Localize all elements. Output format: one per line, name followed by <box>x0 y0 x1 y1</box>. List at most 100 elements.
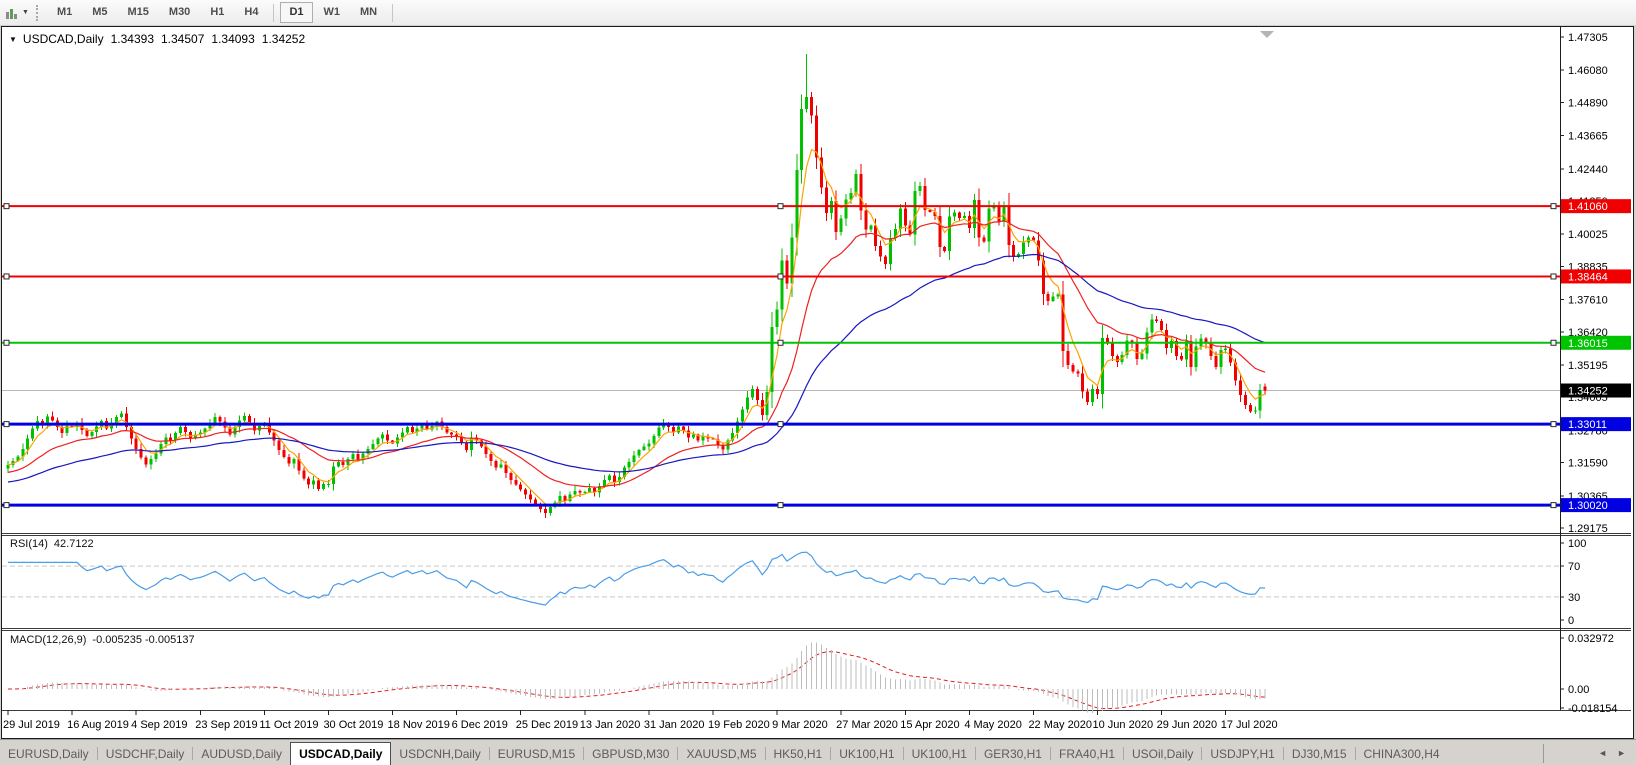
line-handle[interactable] <box>1550 339 1557 346</box>
tab-eurusd-m15[interactable]: EURUSD,M15 <box>497 747 576 761</box>
svg-text:6 Dec 2019: 6 Dec 2019 <box>452 719 508 731</box>
line-handle[interactable] <box>3 273 10 280</box>
line-handle[interactable] <box>3 421 10 428</box>
tab-ger30-h1[interactable]: GER30,H1 <box>983 747 1042 761</box>
timeframe-button-h4[interactable]: H4 <box>244 6 259 18</box>
svg-text:1.30020: 1.30020 <box>1568 500 1608 512</box>
horizontal-line-1.41060[interactable] <box>2 203 1560 210</box>
moving-average-slow-line <box>7 253 1266 483</box>
chart-symbol-period: USDCAD,Daily <box>22 32 104 46</box>
rsi-panel-label: RSI(14) 42.7122 <box>10 538 100 550</box>
line-handle[interactable] <box>3 502 10 509</box>
svg-text:1.31590: 1.31590 <box>1568 458 1608 470</box>
tab-divider <box>830 747 832 760</box>
svg-text:30: 30 <box>1568 592 1580 604</box>
svg-text:1.42440: 1.42440 <box>1568 164 1608 176</box>
macd-signal-line <box>8 651 1266 710</box>
toolbar-grip[interactable] <box>35 4 40 21</box>
chart-window: 1.473051.460801.448901.436651.424401.412… <box>1 26 1634 739</box>
line-handle[interactable] <box>777 273 784 280</box>
svg-text:16 Aug 2019: 16 Aug 2019 <box>67 719 129 731</box>
tabs-scroll-right-icon[interactable]: ► <box>1617 748 1626 758</box>
timeframe-button-mn[interactable]: MN <box>360 6 378 18</box>
tab-fra40-h1[interactable]: FRA40,H1 <box>1058 747 1116 761</box>
period-icon-glyph <box>6 8 17 19</box>
tab-usdchf-daily[interactable]: USDCHF,Daily <box>105 747 185 761</box>
macd-values: -0.005235 -0.005137 <box>92 634 195 646</box>
timeframe-button-d1[interactable]: D1 <box>280 2 313 23</box>
line-handle[interactable] <box>3 339 10 346</box>
horizontal-line-1.38464[interactable] <box>2 273 1560 280</box>
line-handle[interactable] <box>3 203 10 210</box>
tab-uk100-h1[interactable]: UK100,H1 <box>911 747 967 761</box>
svg-text:19 Feb 2020: 19 Feb 2020 <box>708 719 770 731</box>
svg-text:-0.018154: -0.018154 <box>1568 703 1618 715</box>
tab-xauusd-m5[interactable]: XAUUSD,M5 <box>686 747 757 761</box>
shift-end-marker-icon[interactable] <box>1260 31 1274 38</box>
rsi-pane <box>2 551 1560 606</box>
macd-panel-label: MACD(12,26,9) -0.005235 -0.005137 <box>10 634 201 646</box>
timeframe-button-w1[interactable]: W1 <box>323 6 341 18</box>
price-axis: 1.473051.460801.448901.436651.424401.412… <box>1560 27 1618 715</box>
macd-params: MACD(12,26,9) <box>10 634 87 646</box>
tab-usoil-daily[interactable]: USOil,Daily <box>1132 747 1194 761</box>
timeframe-button-m1[interactable]: M1 <box>56 6 73 18</box>
line-handle[interactable] <box>777 339 784 346</box>
line-handle[interactable] <box>1550 421 1557 428</box>
horizontal-line-1.30020[interactable] <box>2 502 1560 509</box>
line-handle[interactable] <box>777 502 784 509</box>
tab-hk50-h1[interactable]: HK50,H1 <box>773 747 823 761</box>
line-handle[interactable] <box>1550 203 1557 210</box>
tab-usdjpy-h1[interactable]: USDJPY,H1 <box>1210 747 1275 761</box>
svg-text:29 Jun 2020: 29 Jun 2020 <box>1157 719 1218 731</box>
tab-usdcnh-daily[interactable]: USDCNH,Daily <box>399 747 481 761</box>
chart-title: ▼ USDCAD,Daily 1.34393 1.34507 1.34093 1… <box>9 32 312 46</box>
timeframe-buttons: M1 M5 M15 M30 H1 H4 D1 W1 MN <box>47 2 398 23</box>
time-axis: 29 Jul 2019 16 Aug 2019 4 Sep 2019 23 Sep 2… <box>3 710 1278 731</box>
svg-text:1.43665: 1.43665 <box>1568 131 1608 143</box>
line-handle[interactable] <box>777 203 784 210</box>
tab-gbpusd-m30[interactable]: GBPUSD,M30 <box>592 747 670 761</box>
chart-canvas[interactable]: 1.473051.460801.448901.436651.424401.412… <box>2 27 1631 736</box>
tab-eurusd-daily[interactable]: EURUSD,Daily <box>8 747 89 761</box>
line-handle[interactable] <box>1550 502 1557 509</box>
line-handle[interactable] <box>777 421 784 428</box>
tab-audusd-daily[interactable]: AUDUSD,Daily <box>201 747 283 761</box>
svg-text:1.29175: 1.29175 <box>1568 523 1608 535</box>
macd-histogram <box>22 642 1266 714</box>
tab-divider <box>974 747 976 760</box>
svg-text:1.38464: 1.38464 <box>1568 271 1608 283</box>
collapse-triangle-icon[interactable]: ▼ <box>9 34 17 44</box>
timeframe-button-m5[interactable]: M5 <box>92 6 108 18</box>
timeframe-button-m15[interactable]: M15 <box>127 6 149 18</box>
tab-usdcad-daily[interactable]: USDCAD,Daily <box>290 742 392 765</box>
tab-uk100-h1[interactable]: UK100,H1 <box>839 747 895 761</box>
chart-high: 1.34507 <box>161 32 205 46</box>
svg-text:11 Oct 2019: 11 Oct 2019 <box>259 719 318 731</box>
svg-text:1.44890: 1.44890 <box>1568 97 1608 109</box>
tab-divider <box>192 747 194 760</box>
svg-text:1.36015: 1.36015 <box>1568 338 1608 350</box>
horizontal-line-1.36015[interactable] <box>2 339 1560 346</box>
tabs-scroll-left-icon[interactable]: ◄ <box>1598 748 1608 758</box>
svg-text:29 Jul 2019: 29 Jul 2019 <box>3 719 60 731</box>
svg-text:25 Dec 2019: 25 Dec 2019 <box>516 719 578 731</box>
tab-divider <box>96 747 98 760</box>
chevron-down-icon[interactable]: ▼ <box>22 9 29 16</box>
chart-open: 1.34393 <box>110 32 154 46</box>
line-handle[interactable] <box>1550 273 1557 280</box>
svg-text:70: 70 <box>1568 561 1580 573</box>
svg-text:23 Sep 2019: 23 Sep 2019 <box>195 719 257 731</box>
period-icon[interactable] <box>3 5 21 21</box>
timeframe-button-m30[interactable]: M30 <box>168 6 191 18</box>
tab-scroll-arrows: ◄ ► <box>1544 741 1636 765</box>
horizontal-line-1.33011[interactable] <box>2 421 1560 428</box>
svg-text:30 Oct 2019: 30 Oct 2019 <box>323 719 383 731</box>
tab-divider <box>1282 747 1284 760</box>
tab-dj30-m15[interactable]: DJ30,M15 <box>1291 747 1347 761</box>
tab-china300-h4[interactable]: CHINA300,H4 <box>1363 747 1440 761</box>
timeframe-button-h1[interactable]: H1 <box>210 6 225 18</box>
tab-bar-divider <box>1543 744 1545 763</box>
svg-text:13 Jan 2020: 13 Jan 2020 <box>580 719 641 731</box>
chart-close: 1.34252 <box>261 32 306 46</box>
